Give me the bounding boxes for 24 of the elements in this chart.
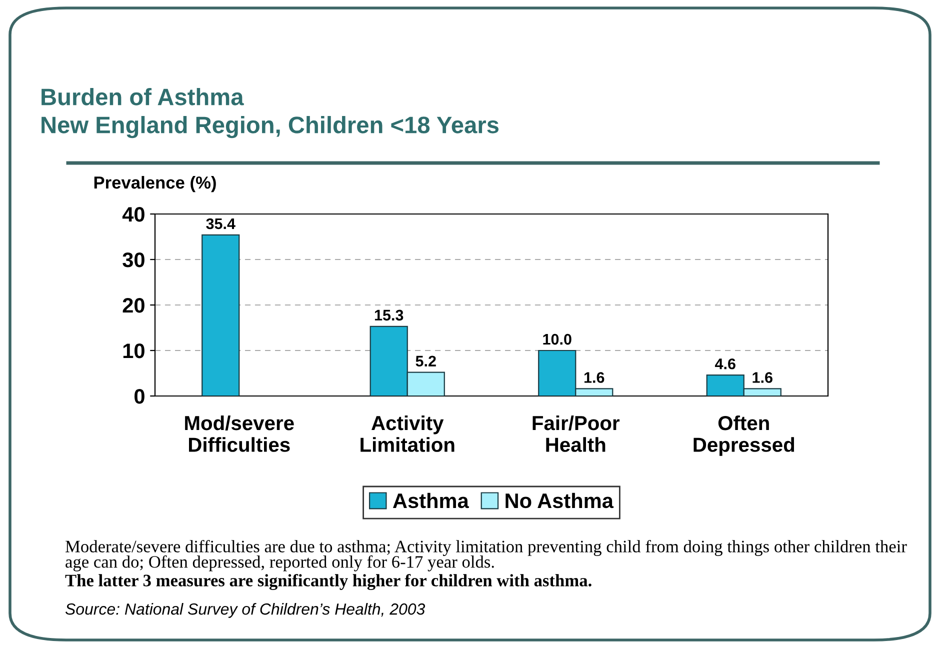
x-tick-label: Mod/severe Difficulties <box>185 415 294 452</box>
y-tick-label: 20 <box>122 298 144 313</box>
data-label: 5.2 <box>416 356 436 367</box>
data-label: 15.3 <box>374 310 404 321</box>
x-tick-label: Fair/Poor Health <box>532 415 620 452</box>
source-note: Source: National Survey of Children’s Health, 2003 <box>65 603 426 618</box>
text: Moderate/severe difficulties are due to asthma; Activity limitation preventing child from doing things other children their age can do; Often depressed, reported only for 6-17 year olds. <box>66 540 907 572</box>
y-tick-label: 0 <box>134 389 144 404</box>
y-tick-label: 40 <box>122 207 144 222</box>
data-label: 1.6 <box>752 372 772 383</box>
data-label: 10.0 <box>543 334 572 345</box>
y-tick-label: 30 <box>122 252 144 268</box>
y-axis-title: Prevalence (%) <box>94 176 216 192</box>
y-tick-label: 10 <box>123 344 144 358</box>
data-label: 1.6 <box>584 372 604 383</box>
data-label: 4.6 <box>714 358 736 370</box>
x-tick-label: Often Depressed <box>694 415 794 456</box>
text: The latter 3 measures are significantly higher for children with asthma. <box>65 574 592 590</box>
chart-title: Burden of Asthma New England Region, Children <18 Years <box>42 88 499 138</box>
data-label: 35.4 <box>206 218 236 230</box>
bar <box>202 234 240 396</box>
legend-label: No Asthma <box>506 492 614 508</box>
legend-label: Asthma <box>392 492 469 508</box>
x-tick-label: Activity Limitation <box>360 415 454 452</box>
